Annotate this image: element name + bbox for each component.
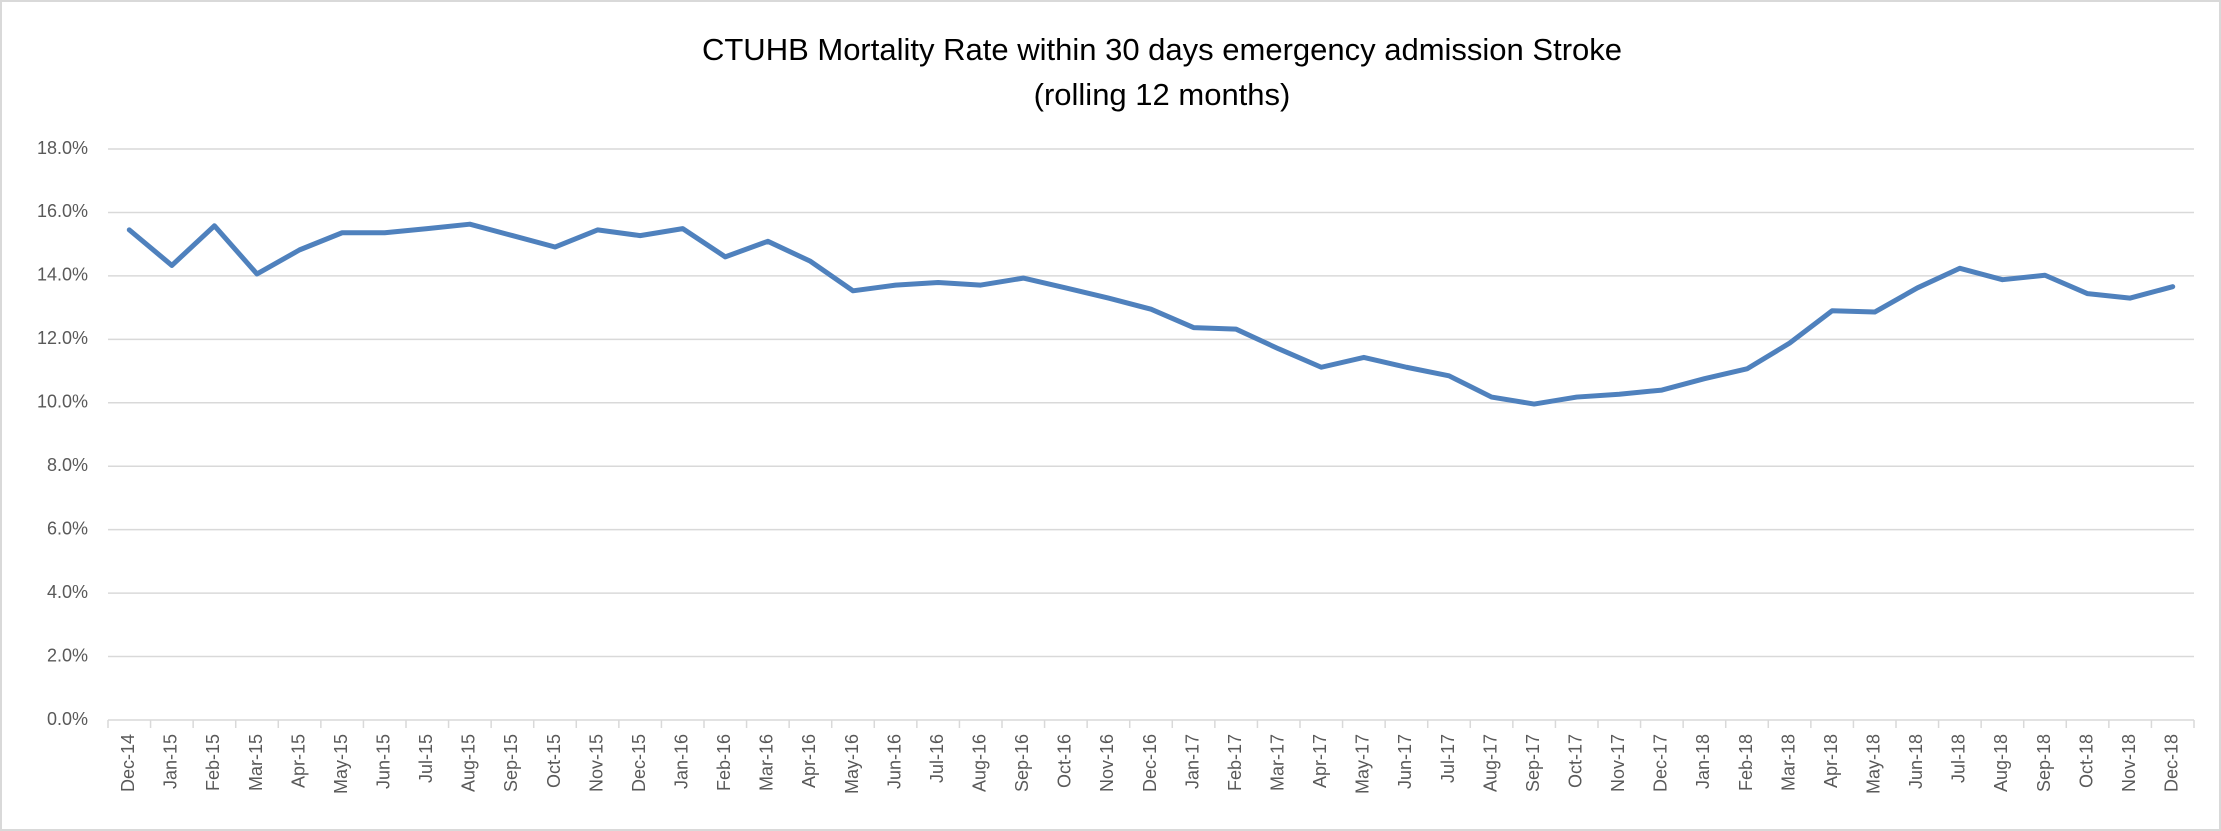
x-tick-label: Feb-18 xyxy=(1736,734,1756,791)
x-tick-label: May-17 xyxy=(1353,734,1373,794)
x-tick-label: Jul-16 xyxy=(927,734,947,783)
y-tick-label: 18.0% xyxy=(37,138,88,158)
x-tick-label: Aug-16 xyxy=(969,734,989,792)
x-tick-label: Jun-15 xyxy=(373,734,393,789)
x-tick-label: Mar-18 xyxy=(1778,734,1798,791)
x-tick-label: Mar-17 xyxy=(1267,734,1287,791)
x-tick-label: Apr-17 xyxy=(1310,734,1330,788)
chart-subtitle: (rolling 12 months) xyxy=(1034,77,1291,112)
x-tick-label: Oct-16 xyxy=(1055,734,1075,788)
chart-title: CTUHB Mortality Rate within 30 days emer… xyxy=(702,32,1622,67)
x-tick-label: Nov-17 xyxy=(1608,734,1628,792)
y-tick-label: 14.0% xyxy=(37,265,88,285)
x-tick-label: Jan-16 xyxy=(671,734,691,789)
x-tick-label: Dec-14 xyxy=(118,734,138,792)
x-tick-label: Dec-17 xyxy=(1651,734,1671,792)
x-tick-label: May-15 xyxy=(331,734,351,794)
y-tick-label: 4.0% xyxy=(47,582,88,602)
x-tick-label: Jul-18 xyxy=(1949,734,1969,783)
x-tick-label: Sep-16 xyxy=(1012,734,1032,792)
x-tick-label: May-18 xyxy=(1863,734,1883,794)
x-tick-label: Nov-16 xyxy=(1097,734,1117,792)
x-tick-label: Mar-15 xyxy=(246,734,266,791)
x-tick-label: Aug-15 xyxy=(459,734,479,792)
x-tick-label: Oct-17 xyxy=(1565,734,1585,788)
data-line xyxy=(126,221,2176,407)
y-tick-label: 0.0% xyxy=(47,709,88,729)
x-tick-label: Jan-15 xyxy=(161,734,181,789)
x-tick-label: Oct-18 xyxy=(2076,734,2096,788)
x-tick-label: Aug-17 xyxy=(1480,734,1500,792)
y-tick-label: 2.0% xyxy=(47,645,88,665)
x-tick-label: Jan-18 xyxy=(1693,734,1713,789)
x-tick-label: Jan-17 xyxy=(1182,734,1202,789)
x-tick-label: Nov-18 xyxy=(2119,734,2139,792)
x-tick-label: Sep-18 xyxy=(2034,734,2054,792)
x-tick-label: Jun-16 xyxy=(884,734,904,789)
y-tick-label: 8.0% xyxy=(47,455,88,475)
x-tick-label: Aug-18 xyxy=(1991,734,2011,792)
y-tick-label: 6.0% xyxy=(47,518,88,538)
x-tick-label: Jul-17 xyxy=(1438,734,1458,783)
x-tick-label: May-16 xyxy=(842,734,862,794)
x-tick-label: Sep-17 xyxy=(1523,734,1543,792)
x-tick-label: Sep-15 xyxy=(501,734,521,792)
x-tick-label: Apr-18 xyxy=(1821,734,1841,788)
x-tick-label: Mar-16 xyxy=(757,734,777,791)
x-tick-label: Feb-17 xyxy=(1225,734,1245,791)
x-tick-label: Feb-15 xyxy=(203,734,223,791)
x-tick-label: Apr-15 xyxy=(288,734,308,788)
x-tick-label: Apr-16 xyxy=(799,734,819,788)
x-tick-label: Jul-15 xyxy=(416,734,436,783)
x-tick-label: Feb-16 xyxy=(714,734,734,791)
x-tick-label: Dec-18 xyxy=(2161,734,2181,792)
x-tick-label: Dec-16 xyxy=(1140,734,1160,792)
x-tick-label: Jun-18 xyxy=(1906,734,1926,789)
x-tick-label: Oct-15 xyxy=(544,734,564,788)
y-tick-label: 12.0% xyxy=(37,328,88,348)
x-tick-label: Dec-15 xyxy=(629,734,649,792)
x-tick-label: Nov-15 xyxy=(586,734,606,792)
y-tick-label: 10.0% xyxy=(37,392,88,412)
y-tick-label: 16.0% xyxy=(37,201,88,221)
x-tick-label: Jun-17 xyxy=(1395,734,1415,789)
